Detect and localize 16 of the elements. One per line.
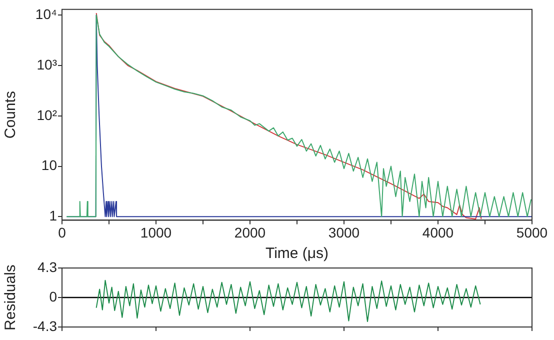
x-tick-label: 1000 (140, 224, 172, 240)
y-axis-title: Counts (2, 91, 20, 139)
x-tick-label: 4000 (422, 224, 454, 240)
x-tick-label: 5000 (516, 224, 548, 240)
x-tick-label: 2000 (234, 224, 266, 240)
y-tick-label: 10 (41, 157, 58, 174)
y-tick-label: 1 (49, 208, 58, 224)
y-axis-title: Residuals (2, 264, 20, 330)
y-tick-label: -4.3 (32, 318, 58, 334)
y-tick-label: 4.3 (38, 258, 58, 275)
x-tick-label: 3000 (328, 224, 360, 240)
x-axis-title: Time (μs) (265, 245, 329, 262)
y-tick-label: 10³ (36, 56, 58, 72)
y-tick-label: 0 (49, 288, 58, 304)
y-tick-label: 10⁴ (35, 6, 57, 22)
y-tick-label: 10² (36, 106, 58, 123)
